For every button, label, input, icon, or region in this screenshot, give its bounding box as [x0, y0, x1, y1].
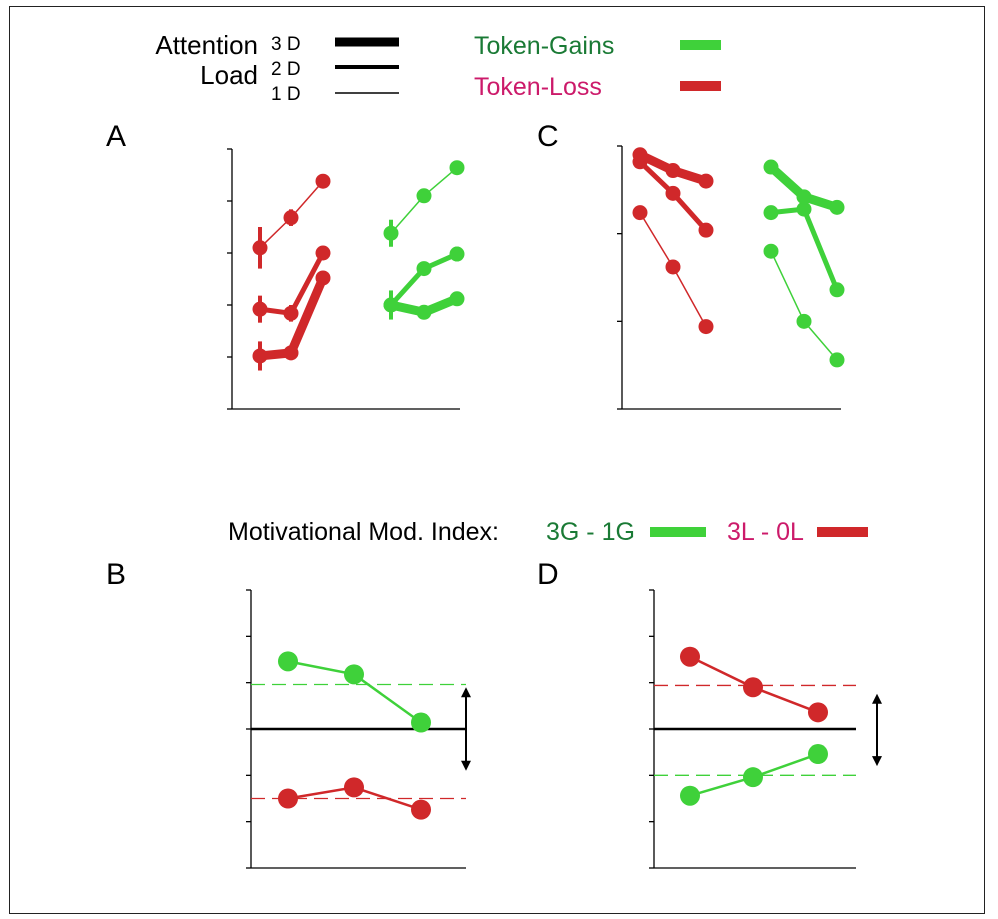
gains-legend-label: Token-Gains: [474, 32, 614, 60]
series-gain-point: [743, 767, 763, 788]
panel-b-chart: [246, 589, 471, 869]
series-loss-point: [344, 777, 364, 798]
panel-letter-d: D: [537, 558, 559, 591]
series-gain-point: [808, 744, 828, 765]
panel-letter-b: B: [106, 558, 126, 591]
series-gain-point: [680, 785, 700, 806]
load-legend-title-line1: Attention: [155, 30, 258, 60]
series-loss-point: [278, 788, 298, 809]
mmi-legend: Motivational Mod. Index: 3G - 1G 3L - 0L: [228, 518, 868, 546]
series-loss-point: [411, 799, 431, 820]
panel-letter-a: A: [106, 120, 126, 153]
panel-d-chart: [649, 589, 882, 869]
load-legend: Attention Load 3 D 2 D 1 D: [155, 30, 399, 105]
series-gain-3D-point: [829, 199, 845, 215]
panel-c-chart: [617, 145, 845, 410]
series-gain-2D-point: [416, 261, 432, 277]
series-gain-point: [411, 712, 431, 733]
series-loss-3D-point: [632, 147, 648, 163]
series-gain-3D-point: [416, 304, 432, 320]
series-gain-2D-point: [829, 282, 845, 298]
series-gain-1D-point: [829, 352, 845, 368]
loss-legend-label: Token-Loss: [474, 73, 602, 101]
mmi-loss-label: 3L - 0L: [727, 518, 804, 546]
arrow-down-head: [461, 760, 471, 771]
load-legend-title-line2: Load: [200, 60, 258, 90]
series-gain-point: [344, 664, 364, 685]
series-loss-3D-point: [698, 173, 714, 189]
series-loss-1D-point: [315, 173, 331, 189]
mmi-gains-label: 3G - 1G: [546, 518, 635, 546]
series-gain-3D-point: [763, 159, 779, 175]
load-legend-item-3d: 3 D: [271, 34, 301, 55]
series-loss-2D-point: [665, 185, 681, 201]
series-loss-1D-point: [632, 205, 648, 221]
series-gain-3D-point: [796, 189, 812, 205]
series-loss-point: [680, 646, 700, 667]
mmi-legend-title: Motivational Mod. Index:: [228, 518, 499, 546]
arrow-up-head: [461, 687, 471, 698]
panel-a-chart: [227, 148, 465, 410]
series-gain-1D-point: [449, 160, 465, 176]
series-loss-2D-point: [698, 222, 714, 238]
series-gain-1D-point: [416, 188, 432, 204]
series-gain-2D-point: [796, 201, 812, 217]
series-gain-1D-point: [763, 243, 779, 259]
outcome-legend: Token-Gains Token-Loss: [474, 32, 721, 101]
series-gain-2D-point: [763, 205, 779, 221]
series-loss-1D-point: [698, 319, 714, 335]
panel-letter-c: C: [537, 120, 559, 153]
series-gain-point: [278, 651, 298, 672]
series-loss-point: [808, 702, 828, 723]
series-loss-3D-point: [315, 270, 331, 286]
arrow-up-head: [872, 693, 882, 704]
series-loss-1D-point: [665, 259, 681, 275]
series-loss-3D-point: [665, 163, 681, 179]
figure-frame: [9, 6, 985, 914]
arrow-down-head: [872, 756, 882, 767]
series-gain-2D-line: [770, 206, 840, 291]
series-loss-2D-point: [315, 245, 331, 261]
load-legend-item-2d: 2 D: [271, 59, 301, 80]
series-gain-1D-point: [796, 313, 812, 329]
load-legend-item-1d: 1 D: [271, 84, 301, 105]
series-loss-point: [743, 677, 763, 698]
